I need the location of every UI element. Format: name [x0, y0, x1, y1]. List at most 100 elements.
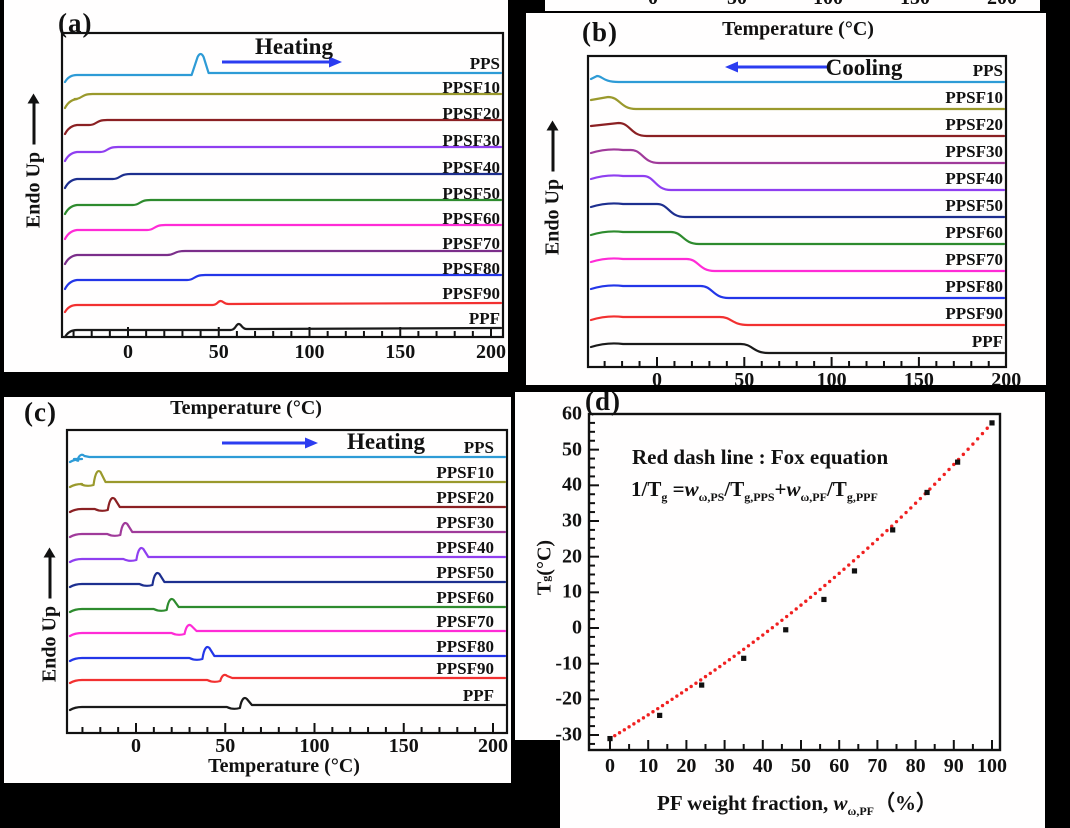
y-tick-label: 20: [562, 545, 582, 568]
fox-line-dot: [660, 703, 665, 708]
x-tick-label: 0: [131, 735, 141, 757]
dsc-curve-PPSF50: [63, 198, 503, 216]
fox-line-dot: [837, 571, 841, 576]
fox-line-dot: [870, 542, 875, 546]
series-label: PPSF50: [436, 563, 494, 582]
cropped-tick-label: 50: [727, 0, 747, 10]
y-tick-label: 50: [562, 438, 582, 461]
fox-line-dot: [775, 622, 779, 626]
fox-line-dot: [727, 658, 732, 662]
dsc-curve-PPSF30: [63, 145, 503, 163]
panel-a: (a) Heating Endo Up 0 50 100 150 200 PPS PPSF1…: [4, 0, 508, 372]
eq-sub: g,PPS: [744, 490, 775, 504]
x-tick-label: 20: [676, 755, 697, 777]
dsc-curve-PPF: [589, 342, 1006, 355]
series-label: PPF: [462, 686, 494, 705]
fox-line-dot: [789, 611, 794, 615]
dsc-curve-PPSF90: [63, 299, 503, 314]
eq-sub: g: [661, 490, 668, 504]
fox-line-dot: [851, 559, 856, 563]
fox-line-dot: [617, 731, 622, 735]
x-tick-label: 90: [943, 755, 964, 777]
fox-line-dot: [827, 579, 832, 584]
up-arrow-icon: [48, 556, 52, 599]
fox-line-dot: [732, 654, 736, 658]
series-label: PPF: [468, 309, 500, 328]
series-label: PPSF20: [442, 104, 500, 123]
dsc-curve-PPSF80: [63, 273, 503, 291]
fox-line-dot: [804, 599, 808, 603]
fox-line-dot: [641, 716, 646, 720]
y-tick-label: 10: [562, 580, 582, 603]
series-label: PPSF80: [945, 277, 1003, 296]
dsc-curve-PPSF20: [68, 496, 507, 514]
dsc-plot-a: [60, 31, 505, 339]
cropped-tick-label: 100: [813, 0, 843, 10]
fox-line-dot: [670, 697, 674, 702]
x-title-sub: ω,PF: [847, 804, 874, 818]
eq-part: +: [774, 477, 787, 501]
dsc-curve-PPSF50: [589, 202, 1006, 219]
x-tick-label: 70: [867, 755, 888, 777]
fox-line-dot: [966, 447, 970, 451]
data-point: [851, 568, 858, 574]
dsc-curve-PPSF70: [63, 249, 503, 266]
dsc-curve-PPSF90: [68, 673, 507, 685]
x-tick-label: 0: [123, 341, 133, 363]
fox-line-dot: [627, 725, 631, 729]
y-tick-label: -10: [555, 652, 582, 675]
fox-line-dot: [866, 546, 870, 550]
fox-line-dot: [770, 626, 775, 630]
dsc-curve-PPSF70: [68, 623, 507, 638]
dsc-curve-PPSF10: [589, 95, 1006, 111]
x-tick-label: 60: [829, 755, 850, 777]
dsc-curve-PPSF80: [68, 645, 507, 663]
fox-line-dot: [880, 533, 884, 537]
x-tick-label: 80: [905, 755, 926, 777]
fox-line-dot: [699, 678, 703, 682]
fox-line-dot: [937, 477, 942, 482]
fox-line-dot: [909, 506, 913, 510]
cropped-tick-label: 150: [900, 0, 930, 10]
dsc-plot-c: [65, 428, 509, 735]
dsc-plot-b: [586, 54, 1008, 369]
fox-line-dot: [890, 524, 894, 528]
x-tick-label: 0: [605, 755, 615, 777]
endo-up-text: Endo Up: [22, 151, 45, 229]
series-label: PPSF70: [945, 250, 1003, 269]
fox-line-dot: [722, 661, 727, 665]
plot-frame: [60, 31, 505, 339]
y-tick-label: -30: [555, 723, 582, 746]
fox-line-dot: [751, 640, 755, 644]
data-point: [783, 627, 789, 633]
dsc-curve-PPF: [63, 322, 503, 339]
series-label: PPSF40: [945, 169, 1003, 188]
x-title-sym: w: [833, 791, 848, 815]
panel-b: (b) Temperature (°C) Cooling Endo Up 0 50…: [526, 13, 1046, 385]
x-tick-label: 150: [385, 341, 416, 363]
x-tick-label: 50: [791, 755, 811, 777]
series-label: PPS: [972, 61, 1003, 80]
series-label: PPSF80: [442, 259, 500, 278]
series-label: PPSF50: [945, 196, 1003, 215]
tg-scatter-plot: [587, 412, 1002, 752]
y-axis-title-a: Endo Up: [23, 81, 46, 251]
x-tick-label: 30: [714, 755, 735, 777]
dsc-curve-PPSF80: [589, 284, 1006, 300]
x-tick-label: 200: [476, 341, 506, 363]
panel-d: (d) Red dash line : Fox equation 1/Tg =w…: [515, 392, 1045, 828]
series-label: PPSF70: [436, 612, 494, 631]
fox-line-dot: [656, 706, 660, 711]
series-label: PPSF40: [442, 158, 500, 177]
series-label: PPSF10: [436, 463, 494, 482]
panel-b-label: (b): [582, 17, 618, 47]
fox-line-dot: [904, 510, 908, 515]
fox-line-dot: [684, 688, 689, 692]
fox-line-dot: [742, 647, 746, 651]
dsc-curve-PPSF70: [589, 257, 1006, 273]
x-tick-label: 50: [208, 341, 229, 363]
x-tick-label: 150: [903, 369, 934, 385]
data-point: [955, 459, 961, 465]
fox-line-dot: [675, 694, 679, 698]
series-label: PPSF40: [436, 538, 494, 557]
